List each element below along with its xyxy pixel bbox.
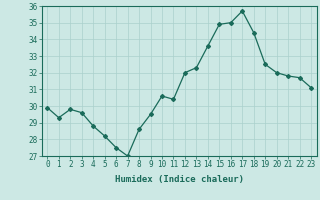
X-axis label: Humidex (Indice chaleur): Humidex (Indice chaleur) xyxy=(115,175,244,184)
